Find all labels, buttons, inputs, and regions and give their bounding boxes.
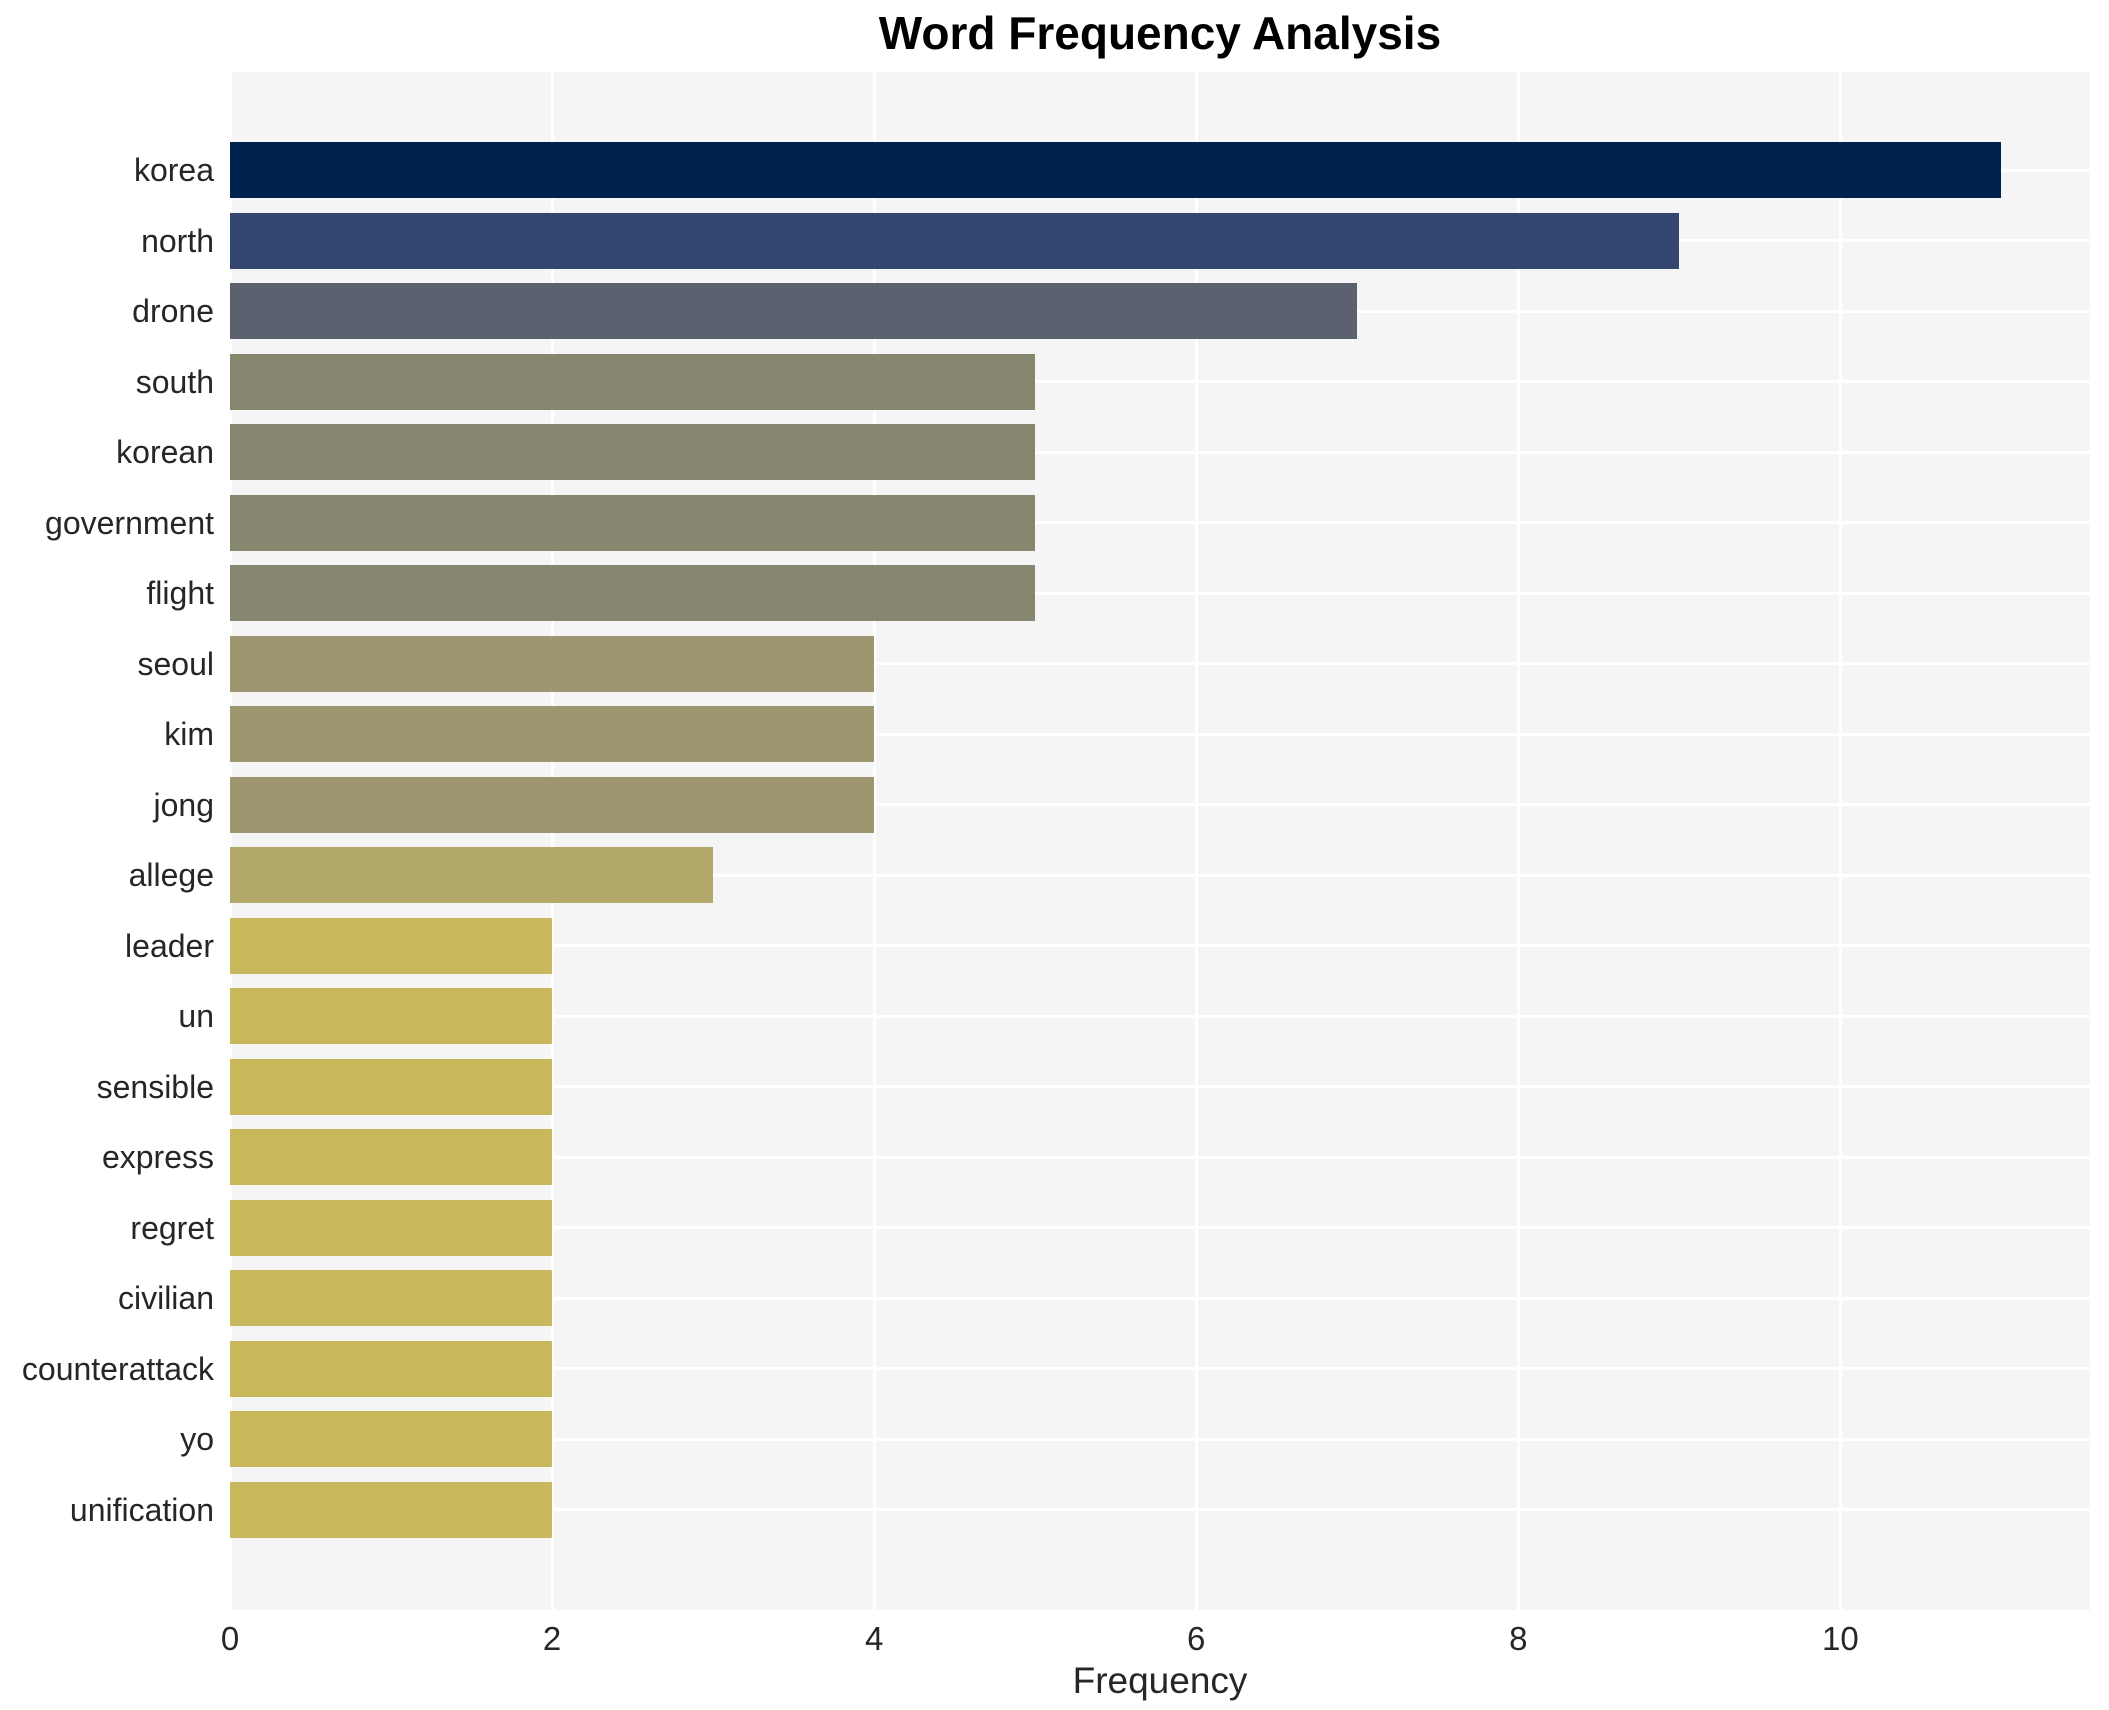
y-tick-label: leader <box>125 927 214 964</box>
y-tick-label: un <box>178 998 214 1035</box>
bar-korean <box>230 424 1036 481</box>
bar-civilian <box>230 1270 553 1327</box>
y-tick-label: drone <box>132 293 214 330</box>
x-axis-label: Frequency <box>1072 1660 1248 1701</box>
bar-counterattack <box>230 1340 553 1397</box>
y-tick-label: kim <box>164 716 214 753</box>
x-tick-label: 10 <box>1822 1620 1859 1657</box>
gridline-horizontal <box>230 803 2090 807</box>
x-tick-label: 2 <box>542 1620 562 1657</box>
gridline-vertical <box>1194 72 1198 1610</box>
bar-allege <box>230 847 714 904</box>
y-tick-label: yo <box>180 1421 214 1458</box>
gridline-horizontal <box>230 1508 2090 1512</box>
gridline-horizontal <box>230 380 2090 384</box>
gridline-horizontal <box>230 1437 2090 1441</box>
bar-korea <box>230 142 2002 199</box>
gridline-horizontal <box>230 732 2090 736</box>
bar-seoul <box>230 635 875 692</box>
x-tick-label: 4 <box>864 1620 884 1657</box>
bar-un <box>230 988 553 1045</box>
gridline-horizontal <box>230 1226 2090 1230</box>
y-tick-label: civilian <box>117 1280 214 1317</box>
bar-kim <box>230 706 875 763</box>
bar-government <box>230 494 1036 551</box>
gridline-vertical <box>872 72 876 1610</box>
y-tick-label: seoul <box>137 645 215 682</box>
bar-express <box>230 1129 553 1186</box>
y-tick-label: allege <box>128 857 214 894</box>
gridline-vertical <box>550 72 554 1610</box>
y-tick-label: counterattack <box>21 1350 214 1387</box>
y-tick-label: sensible <box>96 1068 214 1105</box>
x-tick-label: 6 <box>1187 1620 1206 1657</box>
y-tick-label: flight <box>146 575 214 612</box>
gridline-horizontal <box>230 1367 2090 1371</box>
y-tick-label: north <box>141 222 214 259</box>
gridline-vertical <box>1838 72 1842 1610</box>
bar-north <box>230 212 1680 269</box>
y-tick-label: korea <box>133 152 214 189</box>
gridline-horizontal <box>230 662 2090 666</box>
bar-flight <box>230 565 1036 622</box>
bar-regret <box>230 1199 553 1256</box>
y-tick-label: south <box>135 363 214 400</box>
bar-drone <box>230 283 1358 340</box>
gridline-horizontal <box>230 944 2090 948</box>
bar-unification <box>230 1481 553 1538</box>
gridline-horizontal <box>230 873 2090 877</box>
y-tick-label: korean <box>116 434 214 471</box>
plot-area <box>228 72 2090 1610</box>
bar-sensible <box>230 1058 553 1115</box>
gridline-horizontal <box>230 1014 2090 1018</box>
gridline-horizontal <box>230 450 2090 454</box>
chart-title: Word Frequency Analysis <box>878 7 1442 59</box>
y-tick-label: government <box>45 504 214 541</box>
gridline-horizontal <box>230 521 2090 525</box>
gridline-horizontal <box>230 1296 2090 1300</box>
bar-jong <box>230 776 875 833</box>
bar-yo <box>230 1411 553 1468</box>
y-tick-label: express <box>101 1139 214 1176</box>
gridline-vertical <box>1516 72 1520 1610</box>
x-tick-label: 0 <box>220 1620 240 1657</box>
y-tick-label: jong <box>153 786 215 823</box>
gridline-horizontal <box>230 1085 2090 1089</box>
bar-south <box>230 353 1036 410</box>
gridline-vertical <box>228 72 232 1610</box>
gridline-horizontal <box>230 591 2090 595</box>
y-tick-label: unification <box>69 1491 214 1528</box>
bar-leader <box>230 917 553 974</box>
x-tick-label: 8 <box>1509 1620 1528 1657</box>
y-tick-label: regret <box>130 1209 214 1246</box>
gridline-horizontal <box>230 1155 2090 1159</box>
